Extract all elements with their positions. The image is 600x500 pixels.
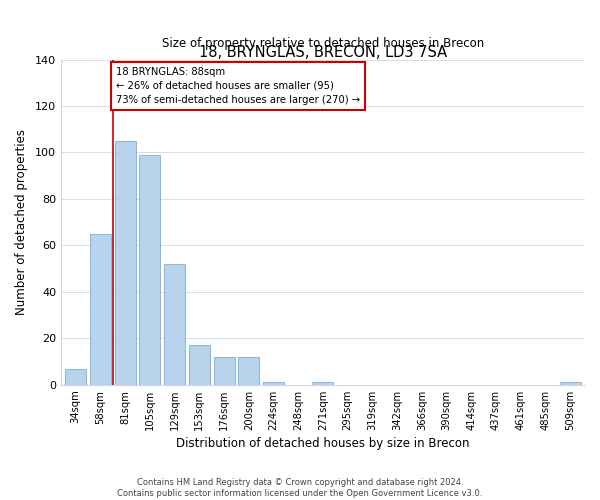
- Bar: [313, 382, 334, 385]
- Bar: [164, 264, 185, 385]
- Bar: [189, 346, 210, 385]
- Bar: [238, 357, 259, 385]
- Bar: [65, 368, 86, 385]
- Title: 18, BRYNGLAS, BRECON, LD3 7SA: 18, BRYNGLAS, BRECON, LD3 7SA: [199, 44, 447, 60]
- Y-axis label: Number of detached properties: Number of detached properties: [15, 129, 28, 315]
- Bar: [560, 382, 581, 385]
- Text: 18 BRYNGLAS: 88sqm
← 26% of detached houses are smaller (95)
73% of semi-detache: 18 BRYNGLAS: 88sqm ← 26% of detached hou…: [116, 66, 360, 104]
- Bar: [139, 155, 160, 385]
- Bar: [90, 234, 111, 385]
- X-axis label: Distribution of detached houses by size in Brecon: Distribution of detached houses by size …: [176, 437, 470, 450]
- Bar: [115, 141, 136, 385]
- Text: Size of property relative to detached houses in Brecon: Size of property relative to detached ho…: [162, 37, 484, 50]
- Bar: [214, 357, 235, 385]
- Text: Contains HM Land Registry data © Crown copyright and database right 2024.
Contai: Contains HM Land Registry data © Crown c…: [118, 478, 482, 498]
- Bar: [263, 382, 284, 385]
